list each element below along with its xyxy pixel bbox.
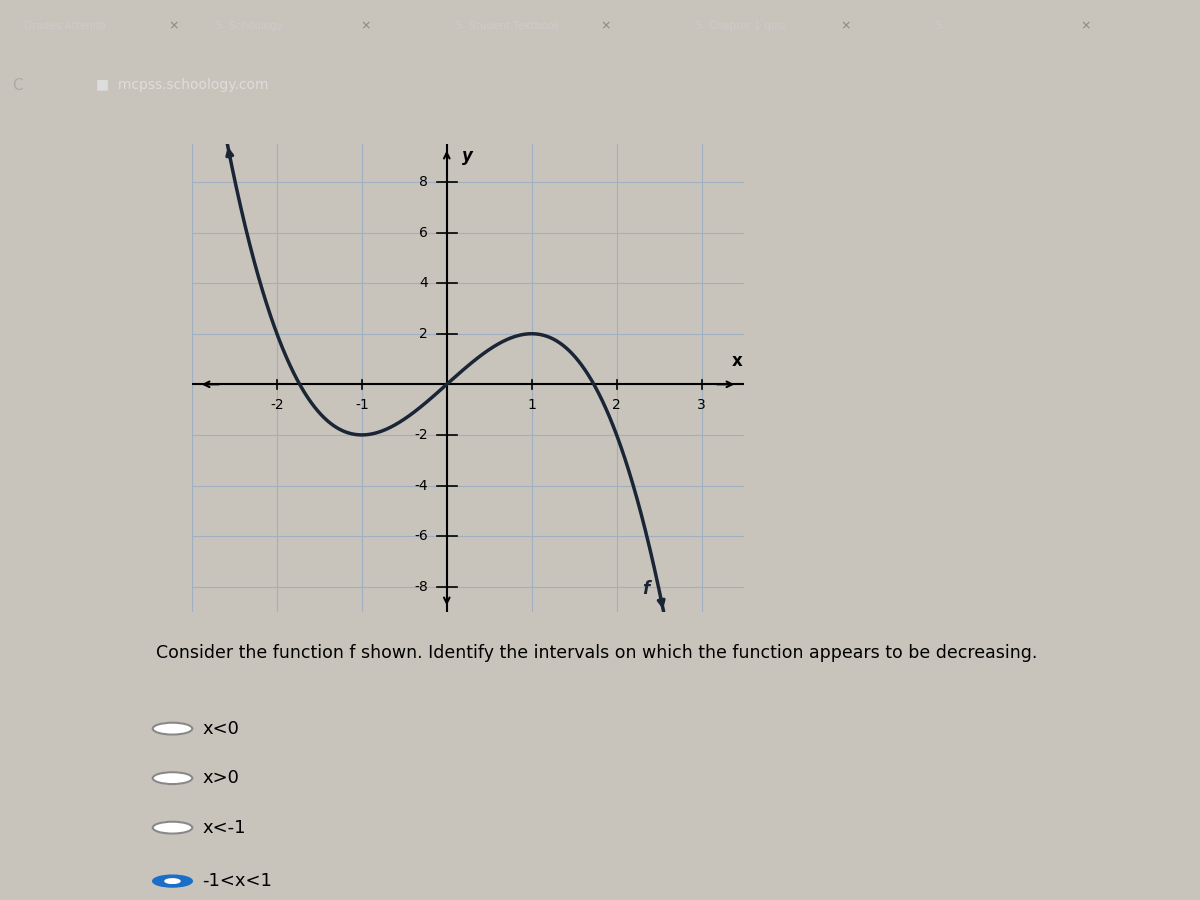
Circle shape xyxy=(152,822,192,833)
Text: -8: -8 xyxy=(414,580,428,594)
Text: S  ...: S ... xyxy=(936,22,959,32)
Text: -2: -2 xyxy=(414,428,428,442)
Circle shape xyxy=(152,875,192,887)
Text: 2: 2 xyxy=(419,327,428,341)
Text: -1<x<1: -1<x<1 xyxy=(203,872,272,890)
Text: x<-1: x<-1 xyxy=(203,819,246,837)
Text: f: f xyxy=(642,580,649,598)
Text: y: y xyxy=(462,147,473,165)
Circle shape xyxy=(152,723,192,734)
Text: 1: 1 xyxy=(527,398,536,412)
Text: 6: 6 xyxy=(419,226,428,239)
Text: S  Student Textbook: S Student Textbook xyxy=(456,22,560,32)
Text: S  Schoology: S Schoology xyxy=(216,22,283,32)
Text: x<0: x<0 xyxy=(203,720,239,738)
Text: ×: × xyxy=(168,20,179,32)
Text: 4: 4 xyxy=(419,276,428,290)
Text: ×: × xyxy=(360,20,371,32)
Text: 8: 8 xyxy=(419,175,428,189)
Text: 2: 2 xyxy=(612,398,620,412)
Text: ×: × xyxy=(840,20,851,32)
Text: x>0: x>0 xyxy=(203,770,239,788)
Circle shape xyxy=(152,772,192,784)
Text: ■  mcpss.schoology.com: ■ mcpss.schoology.com xyxy=(96,78,269,93)
Text: ×: × xyxy=(600,20,611,32)
Text: -4: -4 xyxy=(414,479,428,492)
Text: 3: 3 xyxy=(697,398,706,412)
Text: S  Chapter 1 quiz: S Chapter 1 quiz xyxy=(696,22,786,32)
Text: -1: -1 xyxy=(355,398,368,412)
Text: C: C xyxy=(12,78,23,93)
Text: ×: × xyxy=(1080,20,1091,32)
Circle shape xyxy=(164,878,180,884)
Text: Consider the function f shown. Identify the intervals on which the function appe: Consider the function f shown. Identify … xyxy=(156,644,1037,662)
Text: -2: -2 xyxy=(270,398,283,412)
Text: x: x xyxy=(732,353,743,371)
Text: Grades Attenda: Grades Attenda xyxy=(24,22,106,32)
Text: -6: -6 xyxy=(414,529,428,543)
